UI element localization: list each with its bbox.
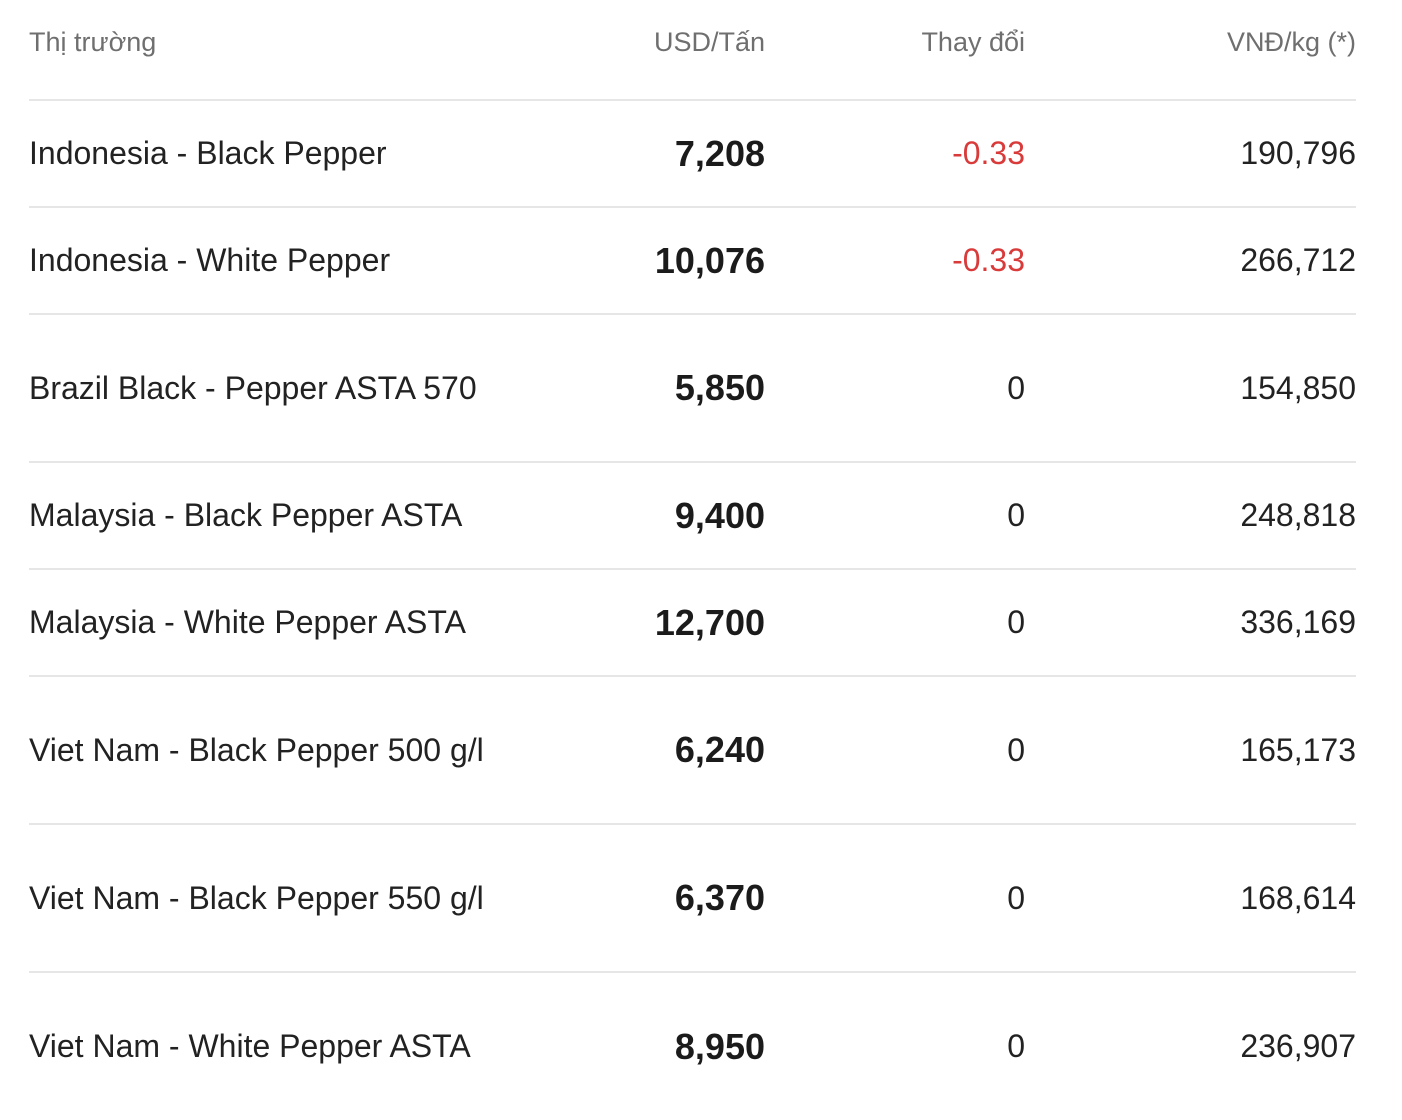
- usd-price-cell: 6,240: [544, 676, 765, 825]
- vnd-price-cell: 165,173: [1025, 676, 1356, 825]
- column-header-change[interactable]: Thay đổi: [765, 0, 1025, 101]
- table-row: Viet Nam - Black Pepper 500 g/l 6,240 0 …: [29, 676, 1356, 825]
- market-name-cell: Viet Nam - Black Pepper 500 g/l: [29, 676, 544, 825]
- market-name-cell: Indonesia - Black Pepper: [29, 100, 544, 208]
- usd-price-cell: 9,400: [544, 462, 765, 570]
- table-row: Malaysia - White Pepper ASTA 12,700 0 33…: [29, 569, 1356, 677]
- vnd-price-cell: 266,712: [1025, 207, 1356, 315]
- vnd-price-cell: 190,796: [1025, 100, 1356, 208]
- column-header-vnd-per-kg[interactable]: VNĐ/kg (*): [1025, 0, 1356, 101]
- pepper-price-table-container: Thị trường USD/Tấn Thay đổi VNĐ/kg (*) I…: [29, 0, 1356, 1120]
- change-cell: 0: [765, 462, 1025, 570]
- market-name-cell: Brazil Black - Pepper ASTA 570: [29, 314, 544, 463]
- market-name-cell: Malaysia - Black Pepper ASTA: [29, 462, 544, 570]
- usd-price-cell: 8,950: [674, 1025, 765, 1067]
- market-name-cell: Indonesia - White Pepper: [29, 207, 544, 315]
- table-row: Indonesia - White Pepper 10,076 -0.33 26…: [29, 207, 1356, 315]
- pepper-price-table: Thị trường USD/Tấn Thay đổi VNĐ/kg (*) I…: [29, 0, 1356, 1120]
- market-name-cell: Malaysia - White Pepper ASTA: [29, 569, 544, 677]
- table-row: Viet Nam - White Pepper ASTA 8,950 0 236…: [29, 972, 1356, 1120]
- change-cell: 0: [765, 824, 1025, 973]
- usd-price-cell: 5,850: [544, 314, 765, 463]
- column-header-usd-per-ton[interactable]: USD/Tấn: [544, 0, 765, 101]
- table-row: Malaysia - Black Pepper ASTA 9,400 0 248…: [29, 462, 1356, 570]
- change-cell: 0: [765, 676, 1025, 825]
- table-body: Indonesia - Black Pepper 7,208 -0.33 190…: [29, 100, 1356, 1120]
- table-row: Brazil Black - Pepper ASTA 570 5,850 0 1…: [29, 314, 1356, 463]
- change-cell: -0.33: [765, 100, 1025, 208]
- market-name-cell: Viet Nam - Black Pepper 550 g/l: [29, 824, 544, 973]
- table-header-row: Thị trường USD/Tấn Thay đổi VNĐ/kg (*): [29, 0, 1356, 101]
- vnd-price-cell: 236,907: [1240, 1028, 1356, 1064]
- usd-price-cell: 12,700: [544, 569, 765, 677]
- change-cell: 0: [765, 569, 1025, 677]
- vnd-price-cell: 336,169: [1025, 569, 1356, 677]
- vnd-price-cell: 248,818: [1025, 462, 1356, 570]
- vnd-price-cell: 154,850: [1025, 314, 1356, 463]
- change-cell: 0: [1007, 1028, 1025, 1064]
- usd-price-cell: 6,370: [544, 824, 765, 973]
- change-cell: 0: [765, 314, 1025, 463]
- column-header-market[interactable]: Thị trường: [29, 0, 544, 101]
- table-row: Indonesia - Black Pepper 7,208 -0.33 190…: [29, 100, 1356, 208]
- table-row: Viet Nam - Black Pepper 550 g/l 6,370 0 …: [29, 824, 1356, 973]
- market-name-cell: Viet Nam - White Pepper ASTA: [29, 1028, 471, 1064]
- usd-price-cell: 7,208: [544, 100, 765, 208]
- vnd-price-cell: 168,614: [1025, 824, 1356, 973]
- table-header: Thị trường USD/Tấn Thay đổi VNĐ/kg (*): [29, 0, 1356, 101]
- change-cell: -0.33: [765, 207, 1025, 315]
- usd-price-cell: 10,076: [544, 207, 765, 315]
